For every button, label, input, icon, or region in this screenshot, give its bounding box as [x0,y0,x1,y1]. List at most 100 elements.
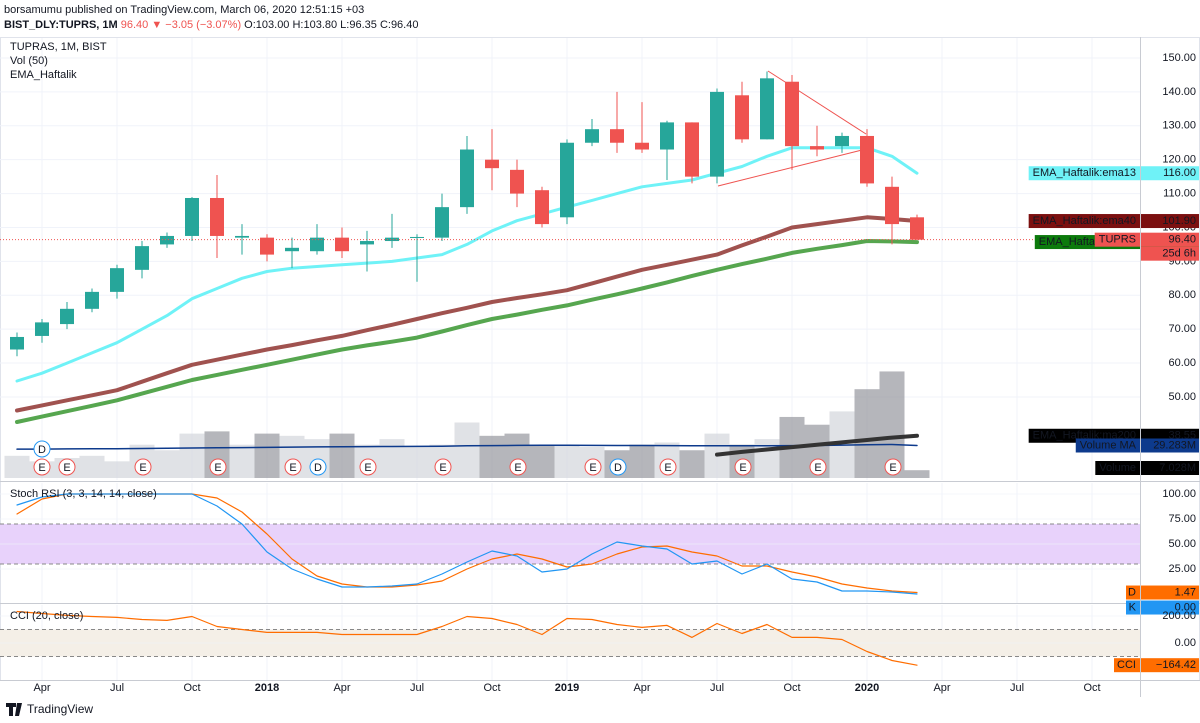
y-tick-label: 0.00 [1175,637,1196,649]
candle-body [160,235,174,245]
volume-bar [329,433,355,478]
axis-tag-name: Volume [1099,462,1136,474]
y-tick-label: 130.00 [1162,120,1196,132]
axis-tag-value: 7.028M [1159,462,1196,474]
axis-tag-name: EMA_Haftalik:ema13 [1033,167,1136,179]
countdown-box [1141,246,1199,261]
event-marker [209,458,227,476]
pane-title: Stoch RSI (3, 3, 14, 14, close) [10,488,157,500]
axis-tag-name: D [1128,586,1136,598]
axis-tag: 0.00 [1141,600,1199,615]
axis-tag-name: CCI [1117,659,1136,671]
x-tick-label: Oct [183,682,200,694]
footer-brand: TradingView [27,702,93,716]
trend-line [717,149,863,187]
candle-body [910,217,924,240]
axis-tag-value: 116.00 [1163,167,1196,179]
axis-tag-box [1141,585,1199,600]
candle-body [535,190,549,225]
event-marker-label: E [814,462,821,474]
event-marker [359,458,377,476]
ohlc: O:103.00 H:103.80 L:96.35 C:96.40 [244,19,418,31]
candle-body [385,237,399,242]
candle-body [360,241,374,245]
candle-body [110,268,124,292]
y-tick-label: 100.00 [1162,488,1196,500]
volume-bar [4,455,30,478]
event-marker-label: E [739,462,746,474]
logo [6,703,22,716]
price-change: 96.40 ▼ −3.05 (−3.07%) [121,19,241,31]
axis-tag: 7.028M Volume [1095,461,1199,475]
axis-tag-box [1141,438,1199,453]
event-marker [884,458,902,476]
event-marker [509,458,527,476]
axis-tag-name-box [1126,600,1140,615]
x-tick-label: Jul [1010,682,1024,694]
candle-body [335,237,349,252]
candle-body [410,236,424,238]
event-marker-label: E [214,462,221,474]
volume-bar [179,433,205,478]
legend-volume: Vol (50) [10,55,48,67]
candle-body [210,197,224,236]
event-marker-label: E [889,462,896,474]
event-marker-label: E [439,462,446,474]
event-marker [584,458,602,476]
x-tick-label: Jul [110,682,124,694]
axis-tag-name: K [1129,601,1137,613]
symbol: BIST_DLY:TUPRS, 1M [4,19,118,31]
axis-tag-box [1141,232,1199,247]
event-marker [609,458,627,476]
axis-tag-name: Volume MA [1080,439,1137,451]
volume-bar [254,433,280,478]
axis-tag-box [1141,600,1199,615]
volume-bar [379,439,405,478]
trend-line [767,70,867,135]
y-tick-label: 110.00 [1163,187,1196,199]
volume-bar [629,444,655,478]
x-tick-label: Oct [1083,682,1100,694]
symbol-line: BIST_DLY:TUPRS, 1M 96.40 ▼ −3.05 (−3.07%… [4,19,418,31]
axis-tag-name-box [1094,232,1140,247]
x-tick-label: Apr [633,682,650,694]
event-marker [809,458,827,476]
candle-body [735,95,749,140]
x-tick-label: Apr [33,682,50,694]
y-tick-label: 120.00 [1162,154,1196,166]
event-marker-label: E [63,462,70,474]
y-tick-label: 60.00 [1168,357,1196,369]
axis-tag-value: 0.00 [1175,601,1196,613]
event-marker-label: E [664,462,671,474]
candle-body [235,235,249,238]
event-marker-label: E [514,462,521,474]
candle-body [710,91,724,177]
event-marker-label: E [38,462,45,474]
candle-body [560,142,574,218]
candle-body [260,237,274,255]
event-marker [58,458,76,476]
event-marker [33,458,51,476]
candle-body [785,81,799,147]
x-tick-label: 2019 [555,682,579,694]
candle-body [85,291,99,309]
axis-tag-name-box [1095,461,1140,475]
x-tick-label: Oct [483,682,500,694]
axis-tag-name-box [1075,438,1140,453]
candle-body [760,78,774,140]
axis-tag: 116.00 EMA_Haftalik:ema13 [1028,166,1199,181]
event-marker [734,458,752,476]
candle-body [660,122,674,150]
y-tick-label: 50.00 [1168,538,1196,550]
pane-title: CCI (20, close) [10,610,83,622]
footer: TradingView [0,697,1200,723]
event-marker [284,458,302,476]
volume-bar [679,450,705,478]
indicator-line [16,493,918,595]
x-tick-label: Apr [933,682,950,694]
axis-tag: 96.40 TUPRS 25d 6h [1094,232,1199,261]
candle-body [285,247,299,252]
volume-bar [529,444,555,478]
